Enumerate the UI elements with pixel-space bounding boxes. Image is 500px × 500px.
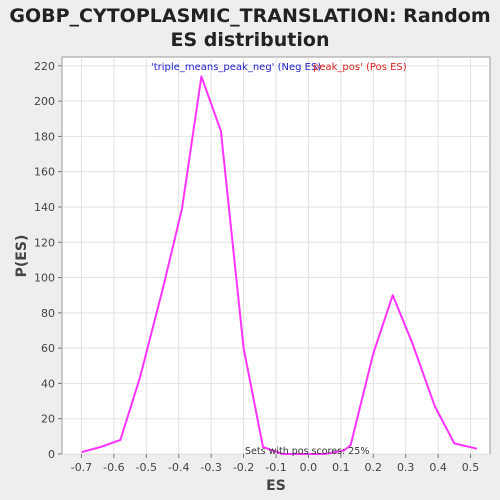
y-tick-label: 0	[48, 448, 55, 461]
pos-scores-annotation: Sets with pos scores: 25%	[245, 446, 369, 457]
y-tick-label: 160	[34, 166, 55, 179]
y-tick-label: 100	[34, 272, 55, 285]
x-tick-label: -0.7	[71, 461, 92, 474]
x-tick-label: -0.5	[136, 461, 157, 474]
gridlines	[62, 57, 490, 455]
y-axis-label: P(ES)	[14, 235, 30, 278]
x-tick-label: -0.4	[168, 461, 189, 474]
x-tick-label: -0.2	[233, 461, 254, 474]
y-tick-label: 120	[34, 236, 55, 249]
y-tick-label: 40	[41, 377, 55, 390]
x-tick-label: 0.4	[429, 461, 447, 474]
x-tick-label: -0.3	[200, 461, 221, 474]
chart-title-line-1: GOBP_CYTOPLASMIC_TRANSLATION: Random	[9, 5, 490, 27]
x-axis: -0.7 -0.6 -0.5 -0.4 -0.3 -0.2 -0.1 0.0 0.1 0.2 0.3…	[71, 454, 480, 474]
x-tick-label: -0.6	[103, 461, 124, 474]
y-tick-label: 200	[34, 95, 55, 108]
y-tick-label: 220	[34, 60, 55, 73]
x-tick-label: -0.1	[265, 461, 286, 474]
x-tick-label: 0.3	[397, 461, 415, 474]
y-tick-label: 60	[41, 342, 55, 355]
legend-entry-pos-es: peak_pos' (Pos ES)	[313, 62, 407, 73]
x-tick-label: 0.2	[365, 461, 383, 474]
y-tick-label: 80	[41, 307, 55, 320]
chart-title-line-2: ES distribution	[171, 29, 330, 51]
y-axis: 0 20 40 60 80 100 120 140 160 180 200 220	[34, 60, 62, 461]
x-tick-label: 0.1	[332, 461, 350, 474]
series-layer	[81, 75, 478, 455]
y-tick-label: 20	[41, 413, 55, 426]
es-distribution-line	[81, 75, 478, 455]
y-tick-label: 140	[34, 201, 55, 214]
x-axis-label: ES	[266, 478, 286, 494]
x-tick-label: 0.0	[300, 461, 318, 474]
legend-entry-neg-es: 'triple_means_peak_neg' (Neg ES)	[151, 62, 321, 73]
x-tick-label: 0.5	[462, 461, 480, 474]
y-tick-label: 180	[34, 130, 55, 143]
